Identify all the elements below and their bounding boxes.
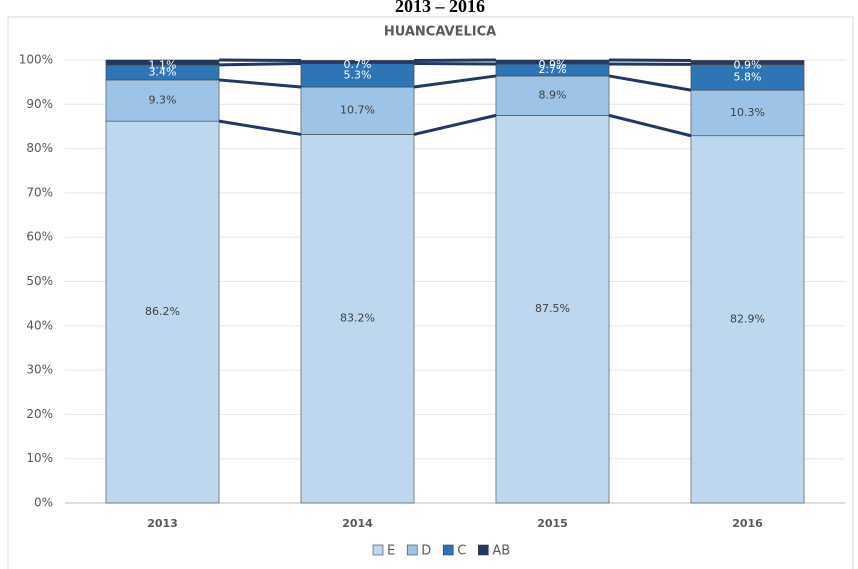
y-tick-label: 20%	[26, 407, 53, 421]
data-label: 3.4%	[149, 65, 177, 78]
series-line	[413, 74, 497, 89]
data-label: 10.7%	[340, 104, 375, 117]
series-line	[219, 62, 301, 67]
data-label: 86.2%	[145, 305, 180, 318]
data-label: 0.9%	[539, 58, 567, 71]
data-label: 0.9%	[734, 58, 762, 71]
data-label: 5.3%	[344, 68, 372, 81]
bar-segment	[300, 86, 415, 135]
series-line	[413, 113, 497, 136]
y-tick-label: 0%	[34, 496, 53, 510]
series-line	[218, 119, 302, 136]
data-label: 82.9%	[730, 312, 765, 325]
data-label: 10.3%	[730, 106, 765, 119]
data-label: 2.7%	[539, 63, 567, 76]
series-line	[608, 74, 692, 92]
bar-segment	[300, 60, 415, 64]
legend-label: D	[421, 544, 431, 559]
bar-segment	[300, 134, 415, 504]
heading: 2013 – 2016	[395, 0, 485, 16]
y-tick-label: 100%	[19, 53, 53, 67]
y-tick-label: 50%	[26, 274, 53, 288]
y-tick-label: 70%	[26, 185, 53, 199]
data-label: 5.8%	[734, 70, 762, 83]
x-tick-label: 2016	[732, 517, 763, 530]
y-tick-label: 90%	[26, 97, 53, 111]
data-label: 8.9%	[539, 89, 567, 102]
x-tick-label: 2015	[537, 517, 568, 530]
x-tick-label: 2013	[147, 517, 178, 530]
x-tick-label: 2014	[342, 517, 373, 530]
legend-swatch	[372, 544, 384, 556]
chart-title: HUANCAVELICA	[384, 25, 496, 40]
data-label: 1.1%	[149, 58, 177, 71]
bar-segment	[105, 59, 220, 66]
bar-segment	[690, 135, 805, 504]
bar-segment	[690, 60, 805, 65]
y-tick-label: 40%	[26, 318, 53, 332]
data-label: 9.3%	[149, 94, 177, 107]
legend-swatch	[406, 544, 418, 556]
legend-label: E	[387, 544, 395, 559]
legend-label: C	[457, 544, 466, 559]
series-line	[608, 113, 692, 138]
bar-segment	[495, 59, 610, 65]
data-label: 0.7%	[344, 58, 372, 71]
legend-swatch	[442, 544, 454, 556]
data-label: 87.5%	[535, 302, 570, 315]
bar-segment	[495, 115, 610, 504]
bar-segment	[690, 64, 805, 91]
bar-segment	[105, 79, 220, 122]
series-line	[218, 78, 302, 89]
bar-segment	[690, 89, 805, 137]
legend-swatch	[478, 544, 489, 556]
data-label: 83.2%	[340, 312, 375, 325]
y-tick-label: 30%	[26, 363, 53, 377]
bar-segment	[105, 120, 220, 504]
y-tick-label: 60%	[26, 230, 53, 244]
legend-label: AB	[492, 544, 510, 559]
y-tick-label: 10%	[26, 451, 53, 465]
y-tick-label: 80%	[26, 141, 53, 155]
